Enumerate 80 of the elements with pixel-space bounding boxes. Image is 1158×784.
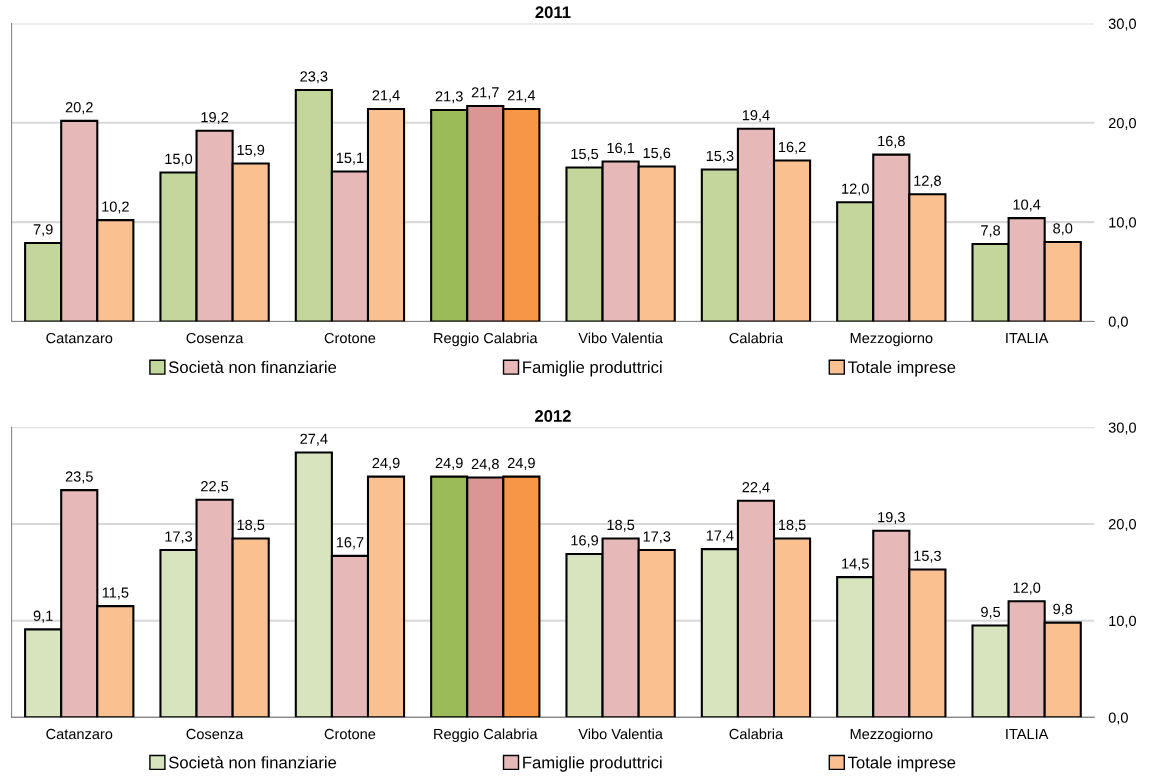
data-label: 9,1 [33,610,53,623]
data-label: 21,7 [471,87,499,100]
data-label: 15,3 [914,550,941,563]
legend-label: Società non finanziarie [168,755,337,769]
data-label: 24,9 [435,457,463,470]
x-tick-label: Reggio Calabria [434,728,538,743]
x-tick-label: Mezzogiorno [850,332,933,347]
y-tick-label: 0,0 [1108,316,1128,329]
data-label: 24,9 [372,457,400,470]
x-tick-label: Mezzogiorno [850,728,933,743]
x-tick-label: Catanzaro [46,332,113,344]
data-label: 15,3 [706,150,734,163]
data-label: 20,2 [65,102,93,115]
x-tick-label: Catanzaro [46,728,113,740]
y-tick-label: 10,0 [1109,217,1137,230]
x-tick-label: ITALIA [1006,333,1049,344]
data-label: 17,4 [706,530,734,543]
legend-label: Società non finanziarie [168,360,337,374]
data-label: 19,3 [878,511,905,525]
data-label: 12,8 [914,175,941,188]
data-label: 16,7 [336,537,364,550]
data-label: 15,9 [237,144,265,157]
x-tick-label: Cosenza [186,332,244,344]
data-label: 18,5 [778,519,806,532]
data-label: 11,5 [102,587,129,600]
data-label: 16,8 [878,135,905,148]
data-label: 19,2 [201,112,229,125]
chart-title: 2012 [534,410,571,422]
y-tick-label: 30,0 [1108,422,1137,435]
y-tick-label: 20,0 [1108,117,1137,130]
legend-label: Famiglie produttrici [523,756,662,772]
y-tick-label: 10,0 [1109,615,1137,628]
data-label: 16,9 [571,535,599,548]
data-label: 14,5 [842,558,869,571]
y-tick-label: 20,0 [1108,519,1137,532]
data-label: 9,8 [1053,603,1073,616]
data-label: 15,0 [165,153,193,166]
data-label: 21,3 [435,91,463,104]
data-label: 10,4 [1013,199,1041,212]
data-label: 7,8 [981,225,1001,238]
data-label: 15,5 [571,148,599,161]
x-tick-label: Crotone [324,728,376,740]
data-label: 15,6 [643,147,671,160]
data-label: 10,2 [102,201,129,214]
data-label: 8,0 [1053,223,1073,236]
data-label: 15,1 [336,152,364,165]
data-label: 17,3 [165,531,193,544]
x-tick-label: ITALIA [1006,729,1049,740]
x-tick-label: Vibo Valentia [578,728,663,740]
y-tick-label: 0,0 [1108,712,1128,725]
data-label: 27,4 [300,433,328,446]
data-label: 16,1 [607,142,635,155]
data-label: 16,2 [778,141,806,154]
legend-label: Totale imprese [848,756,956,772]
data-label: 17,3 [643,531,671,544]
data-label: 7,9 [33,224,53,237]
data-label: 12,0 [842,183,869,196]
data-label: 19,4 [742,110,770,123]
legend-label: Famiglie produttrici [523,360,662,377]
data-label: 18,5 [237,519,265,532]
x-tick-label: Cosenza [186,728,244,740]
data-label: 21,4 [507,90,536,103]
x-tick-label: Reggio Calabria [434,332,538,347]
data-label: 12,0 [1013,582,1041,595]
data-label: 21,4 [372,90,400,103]
x-tick-label: Calabria [729,728,784,740]
x-tick-label: Vibo Valentia [578,332,663,344]
data-label: 22,4 [742,482,770,495]
data-label: 22,5 [201,481,229,494]
legend-label: Totale imprese [848,360,956,377]
x-tick-label: Calabria [729,332,784,344]
x-tick-label: Crotone [324,332,376,344]
chart-title: 2011 [535,6,571,19]
data-label: 24,8 [471,458,499,471]
data-label: 24,9 [507,457,535,470]
data-label: 23,3 [300,71,328,84]
data-label: 9,5 [981,606,1001,619]
y-tick-label: 30,0 [1108,18,1137,31]
data-label: 18,5 [607,519,635,532]
data-label: 23,5 [65,471,93,484]
